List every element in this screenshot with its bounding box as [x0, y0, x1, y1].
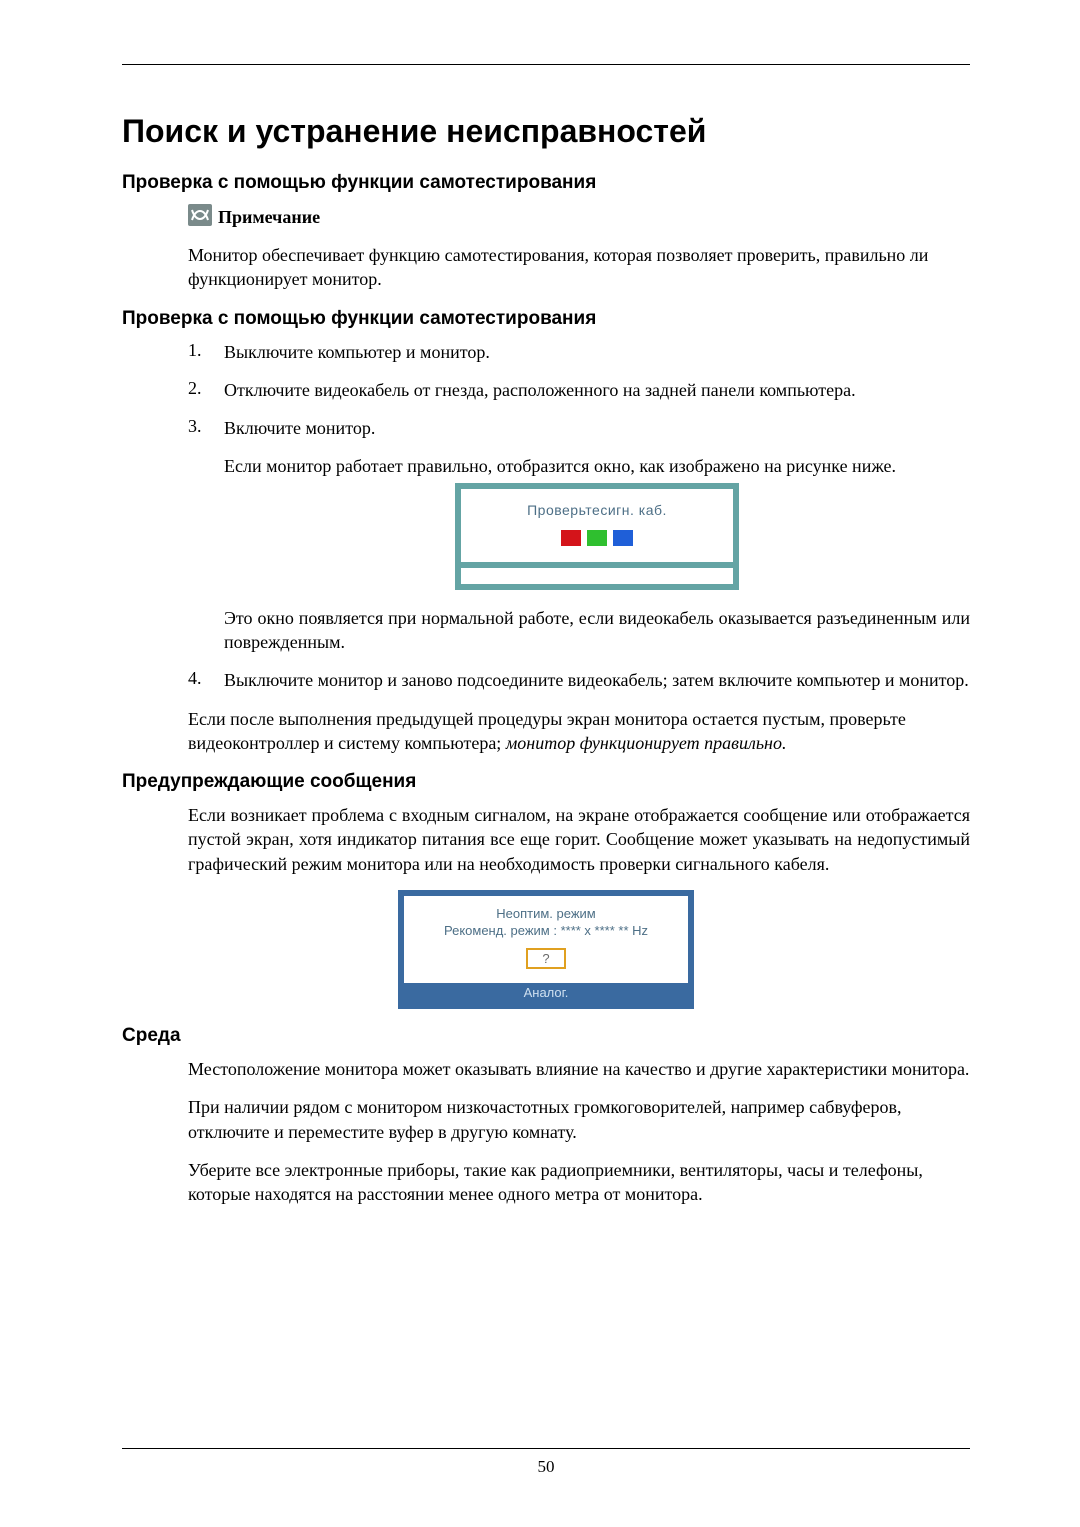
step-number: 1.	[188, 340, 206, 364]
env-paragraph-1: Местоположение монитора может оказывать …	[188, 1057, 970, 1081]
env-paragraph-2: При наличии рядом с монитором низкочасто…	[188, 1095, 970, 1144]
after-steps-italic: монитор функционирует правильно.	[506, 733, 787, 753]
step-3-followup-a: Если монитор работает правильно, отобраз…	[224, 454, 970, 478]
page-number: 50	[122, 1457, 970, 1477]
monitor1-screen: Проверьтесигн. каб.	[461, 489, 733, 562]
square-green	[587, 530, 607, 546]
env-paragraph-3: Уберите все электронные приборы, такие к…	[188, 1158, 970, 1207]
section-heading-2: Проверка с помощью функции самотестирова…	[122, 308, 970, 330]
note-icon	[188, 204, 212, 231]
note-paragraph: Монитор обеспечивает функцию самотестиро…	[188, 243, 970, 292]
bottom-rule	[122, 1448, 970, 1449]
step-4: 4. Выключите монитор и заново подсоедини…	[188, 668, 970, 692]
monitor2-footer: Аналог.	[404, 983, 688, 1003]
step-number: 4.	[188, 668, 206, 692]
page: Поиск и устранение неисправностей Провер…	[0, 0, 1080, 1207]
steps-list: 1. Выключите компьютер и монитор. 2. Отк…	[188, 340, 970, 693]
monitor1-chin	[455, 568, 739, 590]
top-rule	[122, 64, 970, 65]
square-blue	[613, 530, 633, 546]
note-label: Примечание	[218, 207, 320, 228]
step-1: 1. Выключите компьютер и монитор.	[188, 340, 970, 364]
monitor-mock-2: Неоптим. режим Рекоменд. режим : **** x …	[398, 890, 694, 1009]
warning-paragraph: Если возникает проблема с входным сигнал…	[188, 803, 970, 876]
monitor2-line1: Неоптим. режим	[414, 906, 678, 921]
section-heading-1: Проверка с помощью функции самотестирова…	[122, 172, 970, 194]
page-title: Поиск и устранение неисправностей	[122, 113, 970, 150]
step-2: 2. Отключите видеокабель от гнезда, расп…	[188, 378, 970, 402]
step-3-text: Включите монитор.	[224, 418, 375, 438]
monitor1-message: Проверьтесигн. каб.	[469, 501, 725, 520]
monitor1-bezel: Проверьтесигн. каб.	[455, 483, 739, 568]
step-3: 3. Включите монитор. Если монитор работа…	[188, 416, 970, 654]
step-number: 3.	[188, 416, 206, 654]
step-text: Включите монитор. Если монитор работает …	[224, 416, 970, 654]
page-footer: 50	[122, 1448, 970, 1477]
step-number: 2.	[188, 378, 206, 402]
monitor2-screen: Неоптим. режим Рекоменд. режим : **** x …	[404, 896, 688, 983]
monitor2-line2: Рекоменд. режим : **** x **** ** Hz	[414, 923, 678, 938]
step-text: Выключите монитор и заново подсоедините …	[224, 668, 970, 692]
monitor2-button: ?	[526, 948, 565, 969]
monitor-mock-1: Проверьтесигн. каб.	[455, 483, 739, 590]
after-steps-paragraph: Если после выполнения предыдущей процеду…	[188, 707, 970, 756]
section-heading-3: Предупреждающие сообщения	[122, 771, 970, 793]
step-3-followup-b: Это окно появляется при нормальной работ…	[224, 606, 970, 655]
square-red	[561, 530, 581, 546]
note-row: Примечание	[188, 204, 970, 231]
monitor2-bezel: Неоптим. режим Рекоменд. режим : **** x …	[398, 890, 694, 1009]
step-text: Выключите компьютер и монитор.	[224, 340, 970, 364]
step-text: Отключите видеокабель от гнезда, располо…	[224, 378, 970, 402]
monitor1-squares	[469, 530, 725, 546]
section-heading-4: Среда	[122, 1025, 970, 1047]
